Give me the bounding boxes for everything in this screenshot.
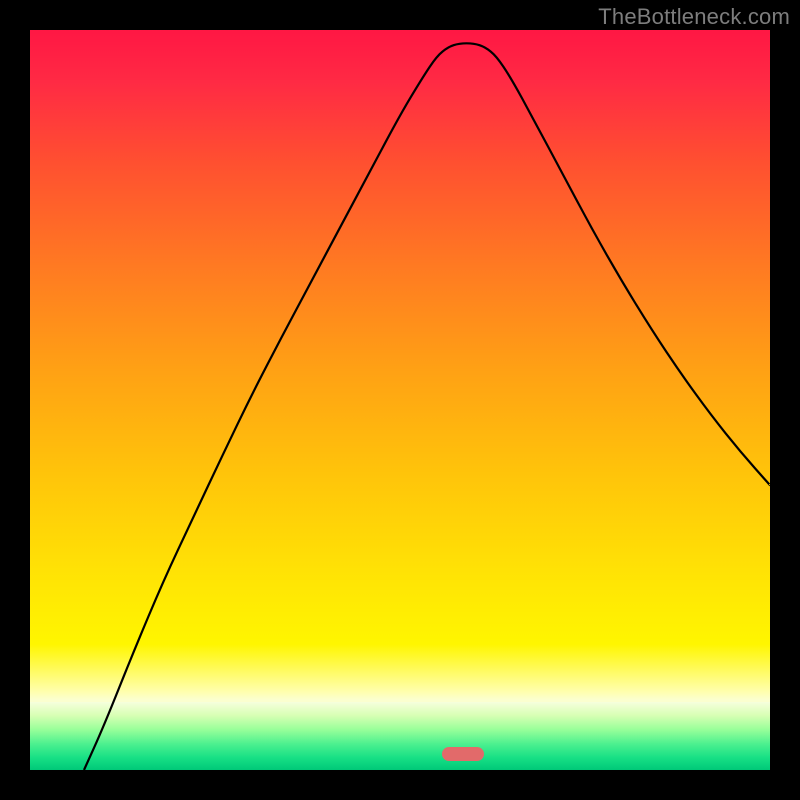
plot-area xyxy=(30,30,770,770)
bottleneck-curve xyxy=(30,30,770,770)
chart-frame: TheBottleneck.com xyxy=(0,0,800,800)
optimum-marker xyxy=(442,747,484,761)
curve-path xyxy=(84,43,770,770)
watermark-text: TheBottleneck.com xyxy=(598,4,790,30)
